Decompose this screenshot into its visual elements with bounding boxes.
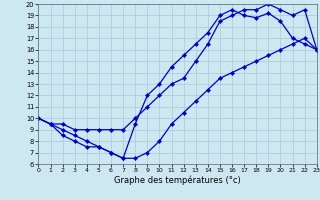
X-axis label: Graphe des températures (°c): Graphe des températures (°c) xyxy=(114,176,241,185)
